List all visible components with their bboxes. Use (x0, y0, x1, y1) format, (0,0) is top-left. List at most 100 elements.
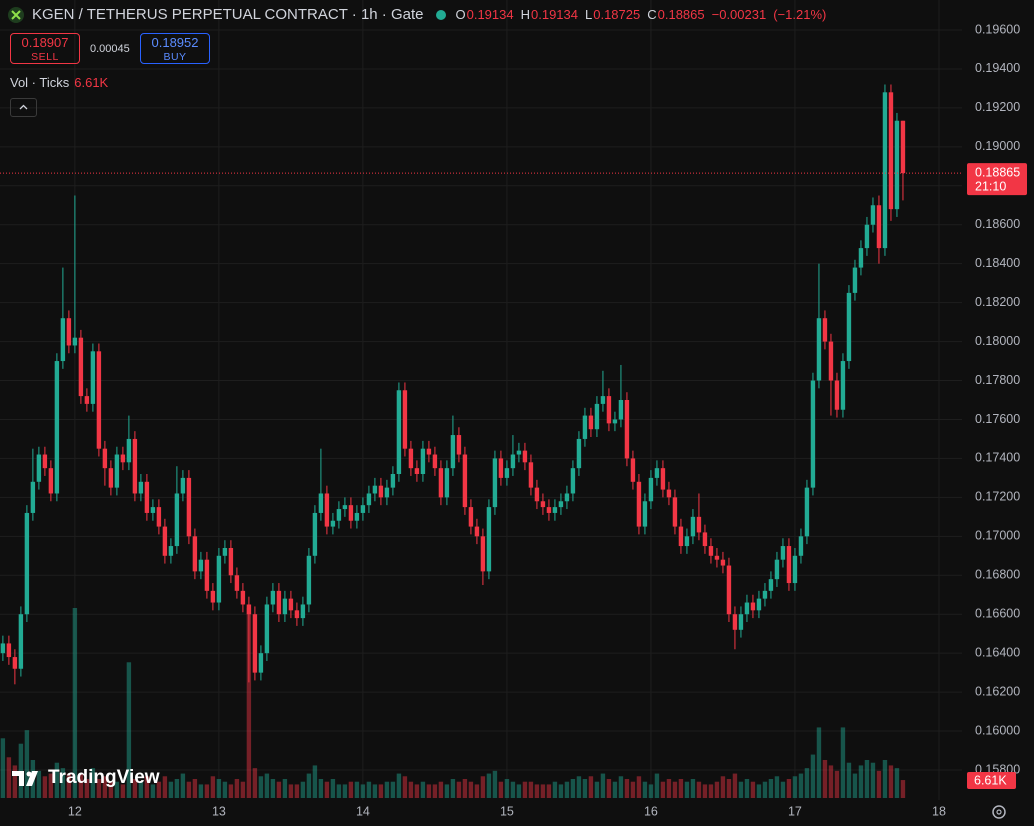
y-tick-label: 0.19000 (975, 139, 1020, 153)
candle-body (696, 516, 702, 533)
candle-body (192, 536, 198, 572)
volume-bar (768, 779, 774, 798)
candle-body (834, 380, 840, 410)
candle-body (540, 501, 546, 508)
buy-button[interactable]: 0.18952 BUY (140, 33, 210, 64)
candle-body (48, 468, 54, 494)
volume-legend: Vol · Ticks 6.61K (10, 75, 108, 90)
candle-body (312, 512, 318, 556)
volume-bar (6, 757, 12, 798)
tradingview-logo: TradingView (12, 767, 160, 788)
candle-body (204, 559, 210, 591)
volume-bar (42, 776, 48, 798)
volume-tag (967, 772, 1016, 790)
volume-bar (306, 773, 312, 798)
candle-body (456, 435, 462, 455)
volume-bar (36, 770, 42, 798)
y-tick-label: 0.17000 (975, 529, 1020, 543)
candle-body (36, 454, 42, 482)
candle-body (744, 602, 750, 615)
candle-body (102, 448, 108, 469)
candle-body (606, 396, 612, 424)
volume-bar (84, 779, 90, 798)
candle-body (402, 390, 408, 449)
collapse-button[interactable] (10, 98, 37, 117)
volume-bar (312, 765, 318, 798)
candle-body (648, 477, 654, 502)
volume-bar (732, 773, 738, 798)
volume-bar (102, 776, 108, 798)
chevron-path[interactable] (19, 104, 28, 110)
volume-bar (714, 781, 720, 798)
candle-body (408, 448, 414, 469)
x-tick-label: 16 (644, 804, 658, 818)
volume-bar (402, 776, 408, 798)
sell-button[interactable]: 0.18907 SELL (10, 33, 80, 64)
volume-bar (666, 779, 672, 798)
volume-bar (534, 784, 540, 798)
volume-bar (354, 781, 360, 798)
volume-bar (150, 784, 156, 798)
volume-bar (840, 727, 846, 798)
volume-bar (276, 781, 282, 798)
volume-bar (888, 765, 894, 798)
volume-bar (132, 779, 138, 798)
volume-bar (270, 779, 276, 798)
candle-body (768, 579, 774, 591)
candle-body (264, 604, 270, 654)
candle-body (66, 318, 72, 346)
sell-label[interactable]: SELL (31, 51, 59, 63)
buy-label[interactable]: BUY (163, 51, 187, 63)
volume-bar (318, 779, 324, 798)
candle-body (72, 337, 78, 346)
buy-price[interactable]: 0.18952 (151, 35, 199, 50)
candle-body (564, 493, 570, 502)
candle-body (510, 454, 516, 469)
gear[interactable] (992, 805, 1006, 819)
spread: 0.00045 (90, 43, 130, 55)
candle-body (18, 614, 24, 669)
sell-price[interactable]: 0.18907 (21, 35, 69, 50)
volume-bar (672, 781, 678, 798)
volume-bar (468, 781, 474, 798)
volume-bar (156, 781, 162, 798)
candle-body (522, 450, 528, 463)
settings-icon[interactable] (992, 805, 1006, 819)
candle-body (486, 507, 492, 572)
chevron[interactable] (11, 99, 36, 116)
candle-body (846, 292, 852, 362)
volume-name: Vol · Ticks (10, 75, 70, 90)
volume-bar (90, 768, 96, 798)
volume-bar (54, 762, 60, 798)
volume-bar (456, 781, 462, 798)
axes: 0.196000.194000.192000.190000.188000.186… (0, 22, 1027, 818)
candle-body (0, 643, 6, 654)
gear-hub[interactable] (996, 809, 1002, 815)
volume-bar (828, 765, 834, 798)
candle-body (894, 120, 900, 210)
volume-bar (216, 779, 222, 798)
dot (436, 9, 447, 20)
candle-body (888, 92, 894, 210)
candle-body (828, 341, 834, 381)
candle-body (570, 468, 576, 494)
volume-bar (708, 784, 714, 798)
volume-bar (858, 765, 864, 798)
candle-body (840, 361, 846, 410)
candle-body (864, 224, 870, 249)
volume-bar (648, 784, 654, 798)
volume-bar (72, 608, 78, 798)
volume-bar (720, 776, 726, 798)
price-tag (967, 163, 1027, 196)
volume-bar (300, 781, 306, 798)
y-tick-label: 0.18400 (975, 256, 1020, 270)
candle-body (714, 555, 720, 560)
candle-body (702, 532, 708, 547)
volume-bar (702, 784, 708, 798)
volume-bar (690, 779, 696, 798)
candle-body (558, 501, 564, 508)
candle-body (330, 520, 336, 527)
candle-body (324, 493, 330, 527)
volume-bar (786, 779, 792, 798)
